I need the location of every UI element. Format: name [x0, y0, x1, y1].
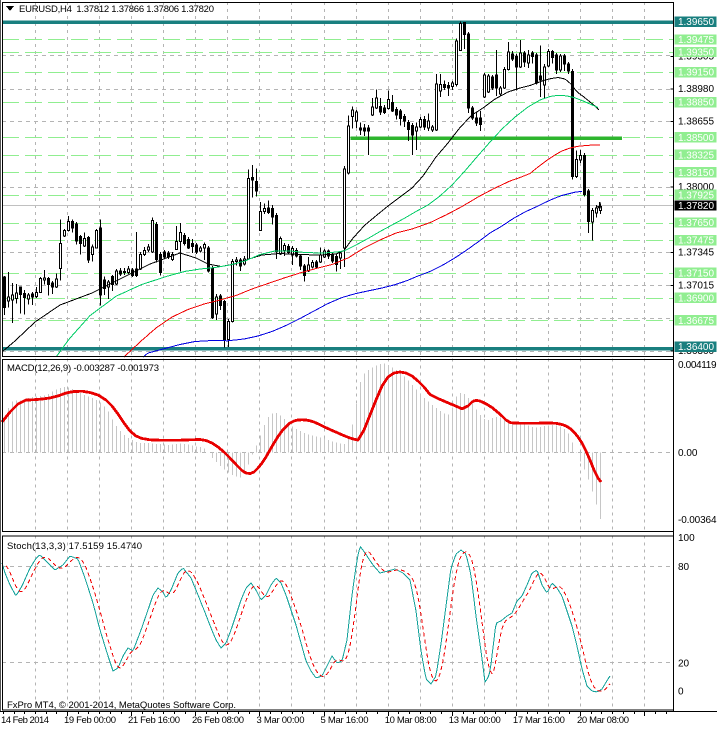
svg-text:1.38655: 1.38655 — [678, 117, 714, 128]
svg-text:1.38500: 1.38500 — [678, 133, 714, 144]
svg-text:80: 80 — [678, 562, 690, 573]
svg-text:10 Mar 08:00: 10 Mar 08:00 — [385, 715, 437, 726]
svg-text:1.38325: 1.38325 — [678, 150, 714, 161]
svg-text:EURUSD,H4 1.37812 1.37866 1.3: EURUSD,H4 1.37812 1.37866 1.37806 1.3782… — [19, 4, 214, 15]
svg-text:0: 0 — [678, 687, 684, 698]
svg-text:MACD(12,26,9) -0.003287 -0.001: MACD(12,26,9) -0.003287 -0.001973 — [7, 363, 159, 374]
svg-text:17 Mar 16:00: 17 Mar 16:00 — [513, 715, 565, 726]
svg-text:0.00: 0.00 — [678, 448, 698, 459]
svg-text:1.37475: 1.37475 — [678, 236, 714, 247]
svg-text:21 Feb 16:00: 21 Feb 16:00 — [128, 715, 180, 726]
svg-text:14 Feb 2014: 14 Feb 2014 — [1, 715, 49, 726]
svg-text:1.37345: 1.37345 — [678, 248, 714, 259]
svg-text:1.39650: 1.39650 — [678, 17, 714, 28]
svg-text:20: 20 — [678, 658, 690, 669]
svg-text:Stoch(13,3,3) 17.5159 15.4740: Stoch(13,3,3) 17.5159 15.4740 — [7, 541, 142, 552]
svg-text:1.37820: 1.37820 — [678, 201, 714, 212]
svg-text:20 Mar 08:00: 20 Mar 08:00 — [577, 715, 629, 726]
svg-text:-0.00364: -0.00364 — [678, 515, 717, 526]
svg-text:1.36675: 1.36675 — [678, 316, 714, 327]
svg-text:1.37650: 1.37650 — [678, 218, 714, 229]
svg-text:3 Mar 00:00: 3 Mar 00:00 — [257, 715, 305, 726]
svg-text:1.39350: 1.39350 — [678, 48, 714, 59]
svg-text:1.36900: 1.36900 — [678, 293, 714, 304]
svg-text:26 Feb 08:00: 26 Feb 08:00 — [192, 715, 244, 726]
svg-text:1.39475: 1.39475 — [678, 35, 714, 46]
svg-text:1.39150: 1.39150 — [678, 68, 714, 79]
svg-text:1.37925: 1.37925 — [678, 191, 714, 202]
svg-text:1.38000: 1.38000 — [678, 182, 714, 193]
svg-text:19 Feb 00:00: 19 Feb 00:00 — [64, 715, 116, 726]
svg-text:1.38150: 1.38150 — [678, 168, 714, 179]
svg-text:100: 100 — [678, 533, 695, 544]
svg-text:1.36400: 1.36400 — [678, 342, 714, 353]
svg-text:1.38850: 1.38850 — [678, 98, 714, 109]
svg-text:1.38980: 1.38980 — [678, 84, 714, 95]
svg-text:0.004119: 0.004119 — [678, 360, 717, 371]
svg-text:1.37150: 1.37150 — [678, 268, 714, 279]
svg-text:5 Mar 16:00: 5 Mar 16:00 — [321, 715, 369, 726]
svg-text:FxPro MT4, © 2001-2014, MetaQu: FxPro MT4, © 2001-2014, MetaQuotes Softw… — [7, 700, 236, 711]
svg-text:13 Mar 00:00: 13 Mar 00:00 — [449, 715, 501, 726]
svg-text:1.37015: 1.37015 — [678, 281, 714, 292]
